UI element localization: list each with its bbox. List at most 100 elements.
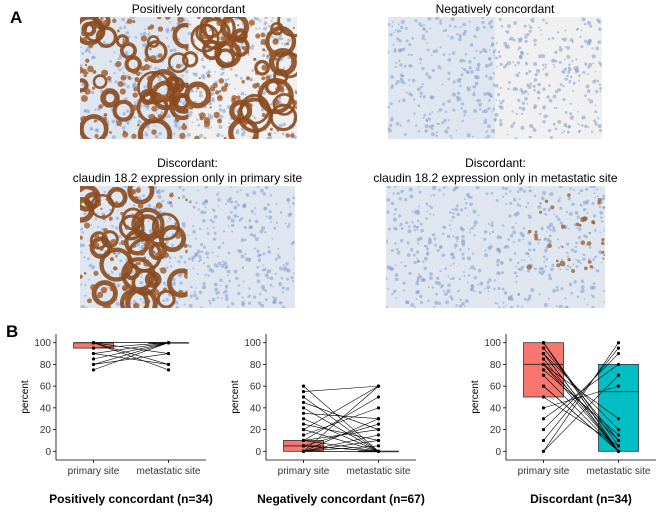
- data-point: [376, 406, 381, 410]
- paired-line: [303, 385, 379, 392]
- paired-boxplot: 0 20 40 60 80 100 percent primary site metastati…: [20, 334, 206, 477]
- paired-line: [303, 440, 379, 452]
- data-point: [166, 351, 171, 356]
- data-point: [541, 395, 546, 399]
- paired-line: [93, 353, 169, 365]
- x-tick-label: metastatic site: [347, 466, 411, 477]
- caption-line: Negatively concordant: [435, 2, 555, 16]
- paired-line: [543, 375, 619, 452]
- data-point: [376, 438, 381, 443]
- y-tick-label: 60: [250, 382, 262, 393]
- micrograph-caption: Positively concordant: [40, 2, 337, 17]
- paired-line: [303, 407, 379, 436]
- data-point: [541, 406, 546, 410]
- data-point: [541, 368, 546, 372]
- data-point: [301, 411, 306, 415]
- x-tick-label: metastatic site: [137, 466, 201, 477]
- data-point: [301, 400, 306, 405]
- data-point: [301, 438, 306, 443]
- data-point: [376, 444, 381, 448]
- paired-line: [303, 445, 379, 452]
- y-axis-label: percent: [20, 380, 31, 414]
- data-point: [541, 427, 546, 432]
- y-tick-label: 60: [40, 382, 52, 393]
- paired-line: [93, 342, 169, 354]
- data-point: [541, 449, 546, 453]
- data-point: [91, 341, 96, 345]
- data-point: [376, 417, 381, 421]
- paired-line: [93, 342, 169, 365]
- data-point: [301, 433, 306, 437]
- plot-title: Positively concordant (n=34): [49, 492, 213, 506]
- paired-line: [543, 342, 619, 452]
- data-point: [301, 444, 306, 448]
- data-point: [91, 357, 96, 361]
- metastatic-tissue-half: [494, 186, 605, 308]
- paired-boxplot: 0 20 40 60 80 100 percent primary site metastati…: [230, 334, 416, 477]
- primary-tissue-half: [80, 186, 197, 308]
- plot-title: Discordant (n=34): [530, 492, 632, 506]
- data-point: [541, 346, 546, 350]
- micrograph-caption: Discordant: claudin 18.2 expression only …: [40, 156, 335, 186]
- data-point: [616, 351, 621, 356]
- paired-line: [543, 353, 619, 452]
- data-point: [301, 427, 306, 432]
- data-point: [541, 341, 546, 345]
- data-point: [91, 351, 96, 356]
- y-axis-label: percent: [470, 380, 481, 414]
- paired-line: [303, 385, 379, 452]
- paired-boxplot: 0 20 40 60 80 100 percent primary site metastati…: [470, 334, 656, 477]
- paired-line: [303, 407, 379, 452]
- data-point: [376, 422, 381, 426]
- data-point: [301, 417, 306, 421]
- paired-line: [543, 353, 619, 430]
- paired-line: [543, 364, 619, 452]
- data-point: [616, 427, 621, 432]
- data-point: [541, 351, 546, 356]
- paired-line: [303, 423, 379, 441]
- data-point: [91, 362, 96, 367]
- y-tick-label: 80: [490, 360, 502, 371]
- data-point: [301, 449, 306, 453]
- x-tick-label: primary site: [68, 466, 120, 477]
- y-tick-label: 20: [490, 425, 502, 436]
- x-tick-label: primary site: [518, 466, 570, 477]
- paired-line: [543, 385, 619, 452]
- caption-line: claudin 18.2 expression only in primary …: [72, 171, 303, 185]
- y-tick-label: 40: [250, 403, 262, 414]
- paired-line: [93, 342, 169, 349]
- caption-line: Discordant:: [157, 156, 218, 170]
- data-point: [301, 406, 306, 410]
- data-point: [541, 373, 546, 377]
- x-tick-label: metastatic site: [587, 466, 651, 477]
- metastatic-tissue-half: [187, 186, 295, 308]
- paired-line: [93, 342, 169, 371]
- y-axis-label: percent: [230, 380, 241, 414]
- data-point: [166, 341, 171, 345]
- y-tick-label: 80: [40, 360, 52, 371]
- data-point: [616, 449, 621, 453]
- plot-title: Negatively concordant (n=67): [257, 492, 425, 506]
- paired-line: [303, 412, 379, 420]
- data-point: [541, 384, 546, 388]
- data-point: [376, 395, 381, 399]
- metastatic-tissue-half: [181, 17, 297, 139]
- y-tick-label: 40: [40, 403, 52, 414]
- caption-line: Positively concordant: [131, 2, 246, 16]
- paired-line: [303, 434, 379, 452]
- data-point: [616, 346, 621, 350]
- data-point: [166, 362, 171, 367]
- paired-line: [543, 358, 619, 452]
- x-tick-label: primary site: [278, 466, 330, 477]
- y-tick-label: 0: [255, 447, 261, 458]
- panel-a-letter: A: [10, 8, 23, 27]
- data-point: [616, 433, 621, 437]
- data-point: [91, 368, 96, 372]
- paired-line: [543, 396, 619, 447]
- y-tick-label: 40: [490, 403, 502, 414]
- data-point: [616, 438, 621, 443]
- y-tick-label: 0: [495, 447, 501, 458]
- paired-line: [303, 385, 379, 430]
- y-tick-label: 20: [40, 425, 52, 436]
- paired-line: [93, 342, 169, 360]
